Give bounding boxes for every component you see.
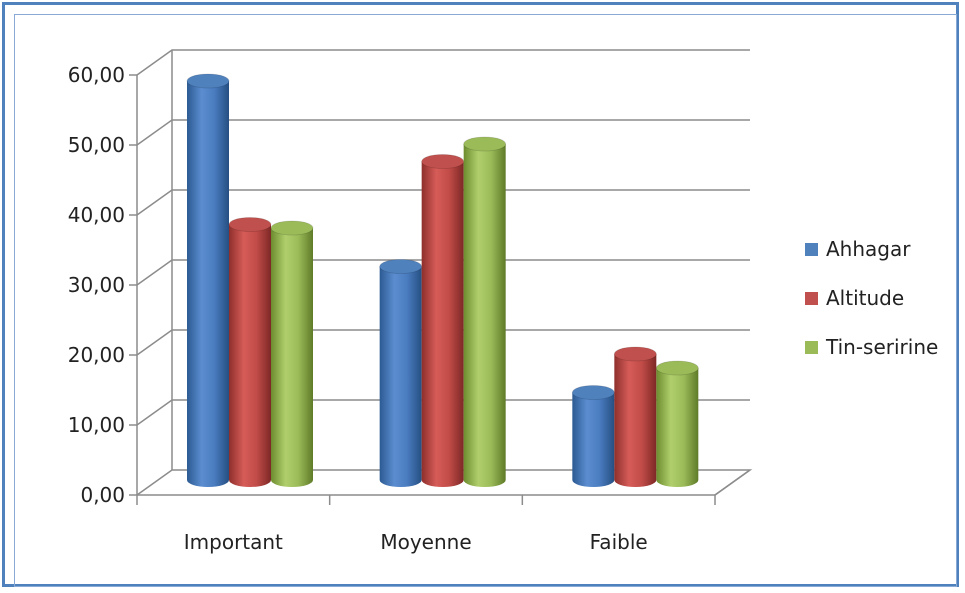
legend-swatch: [805, 292, 818, 305]
x-category-label: Important: [184, 530, 283, 554]
bar-body: [271, 228, 313, 487]
y-tick-label: 50,00: [68, 133, 125, 157]
y-tick-label: 60,00: [68, 63, 125, 87]
bar-altitude-faible: [613, 346, 657, 488]
bar-altitude-moyenne: [421, 154, 465, 488]
y-tick-label: 20,00: [68, 343, 125, 367]
gridline: [136, 259, 750, 286]
bar-body: [463, 144, 506, 488]
bar-body: [379, 266, 422, 488]
bar-top: [228, 217, 272, 232]
bar-top: [655, 360, 699, 376]
bar-body: [187, 81, 229, 487]
bar-top: [186, 73, 230, 89]
y-tick-label: 10,00: [68, 413, 125, 437]
legend-label: Altitude: [826, 286, 904, 310]
bar-ahhagar-faible: [571, 385, 615, 488]
legend-swatch: [805, 243, 818, 256]
bar-tin-seririne-faible: [655, 360, 699, 488]
bar-body: [572, 392, 615, 488]
x-category-label: Moyenne: [380, 530, 471, 554]
bar-ahhagar-important: [186, 73, 230, 487]
gridline: [136, 329, 750, 356]
bar-body: [421, 161, 464, 488]
gridline: [136, 399, 750, 426]
bar-top: [379, 259, 423, 274]
bar-top: [421, 154, 465, 169]
legend-swatch: [805, 341, 818, 354]
bar-body: [614, 354, 657, 488]
bar-tin-seririne-moyenne: [463, 136, 507, 488]
bar-top: [571, 385, 615, 400]
bar-top: [463, 136, 507, 152]
gridline: [136, 189, 750, 216]
bar-altitude-important: [228, 217, 272, 487]
bar-body: [656, 368, 699, 488]
legend-label: Ahhagar: [826, 237, 911, 261]
legend-label: Tin-seririne: [825, 335, 938, 359]
y-tick-label: 30,00: [68, 273, 125, 297]
gridline: [136, 119, 750, 146]
gridline: [136, 49, 750, 76]
chart-frame-inner: [14, 14, 957, 587]
chart-frame: [2, 2, 959, 587]
y-tick-label: 0,00: [80, 483, 125, 507]
x-category-label: Faible: [590, 530, 648, 554]
bar-top: [270, 220, 314, 236]
y-tick-label: 40,00: [68, 203, 125, 227]
bar-top: [613, 346, 657, 362]
bar-tin-seririne-important: [270, 220, 314, 487]
bar-ahhagar-moyenne: [379, 259, 423, 488]
bar-body: [229, 224, 271, 487]
